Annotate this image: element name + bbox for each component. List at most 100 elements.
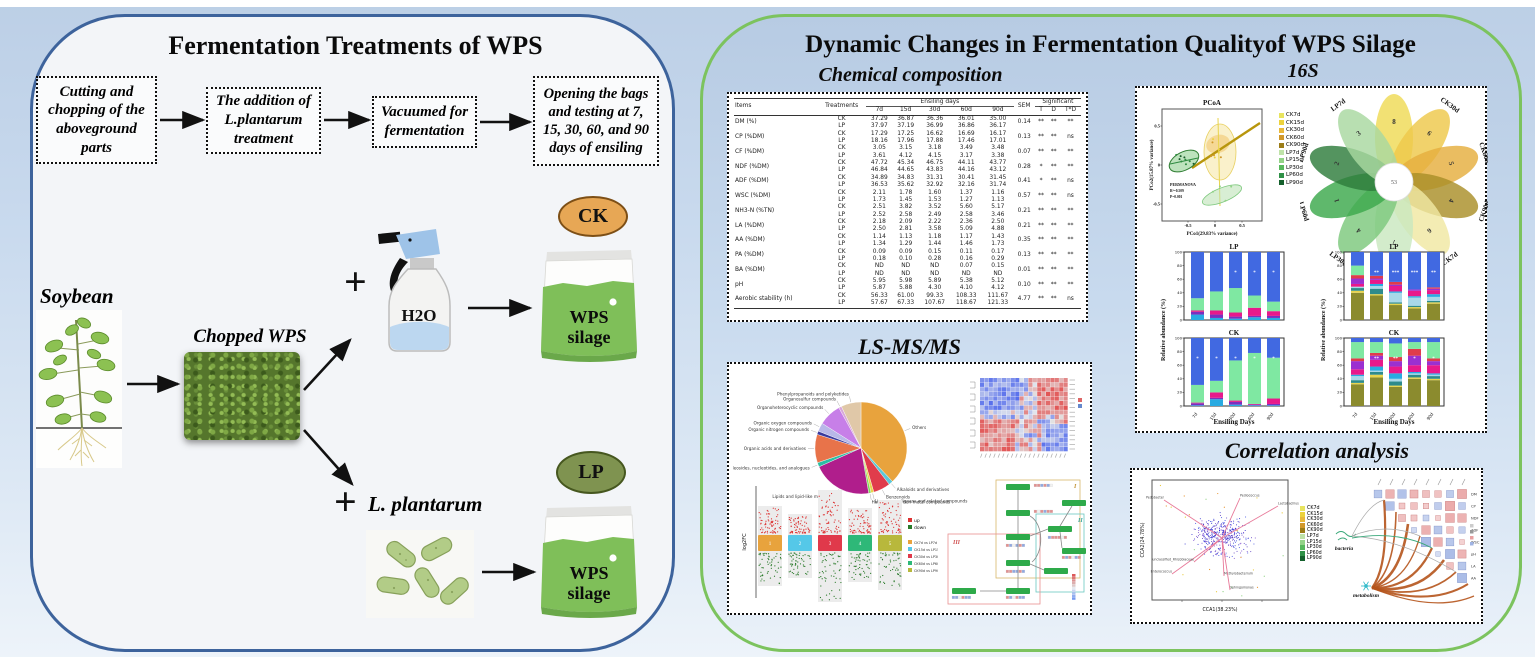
svg-text:6: 6 — [1426, 129, 1434, 138]
legend-item: LP30d — [1300, 545, 1323, 551]
chemical-composition-box: Items Treatments Ensiling days SEM Significa… — [727, 92, 1088, 322]
svg-text:pH: pH — [1471, 553, 1476, 557]
matrix-cell — [1397, 489, 1407, 499]
svg-text:5: 5 — [889, 542, 892, 547]
left-panel-title: Fermentation Treatments of WPS — [168, 31, 543, 60]
legend-item: LP15d — [1279, 157, 1304, 163]
svg-text:6: 6 — [1425, 226, 1433, 235]
legend-item: LP90d — [1300, 556, 1323, 562]
svg-text:CK30d vs LP30d: CK30d vs LP30d — [914, 555, 938, 559]
cca-plot: Pedobacter Pediococcus Lactobacillus Entero… — [1140, 479, 1299, 613]
matrix-cell — [1446, 490, 1454, 498]
svg-text:*: * — [1234, 357, 1237, 362]
bottle-collar — [410, 258, 434, 269]
matrix-cell — [1423, 503, 1429, 509]
legend-item: LP60d — [1279, 172, 1304, 178]
svg-text:Relative abundance (%): Relative abundance (%) — [1320, 299, 1327, 361]
svg-text:Homogeneous non-metal compound: Homogeneous non-metal compounds — [872, 499, 951, 504]
svg-text:**: ** — [1393, 357, 1399, 362]
matrix-cell — [1421, 537, 1431, 547]
svg-text:PERMANOVA: PERMANOVA — [1170, 182, 1196, 187]
matrix-cell — [1458, 502, 1466, 510]
svg-text:P=0.001: P=0.001 — [1170, 195, 1183, 199]
svg-text:100: 100 — [1175, 335, 1183, 340]
svg-text:0: 0 — [1340, 317, 1343, 322]
soybean-plant-illustration — [36, 310, 122, 468]
svg-text:3: 3 — [1355, 129, 1363, 138]
svg-text:Organosulfur compounds: Organosulfur compounds — [783, 396, 836, 401]
svg-text:80: 80 — [1337, 349, 1342, 354]
wps-silage-bag-lp: WPS silage — [541, 506, 637, 618]
pathway-node — [1006, 534, 1030, 540]
pathway-node — [1062, 548, 1086, 554]
svg-text:Ensiling Days: Ensiling Days — [1213, 418, 1254, 426]
matrix-cell — [1445, 513, 1455, 523]
svg-text:7d: 7d — [1351, 411, 1358, 419]
matrix-cell — [1457, 513, 1467, 523]
section-heading-correlation: Correlation analysis — [1225, 438, 1409, 463]
svg-text:60: 60 — [1177, 363, 1182, 368]
svg-text:60: 60 — [1337, 363, 1342, 368]
svg-text:0: 0 — [1180, 317, 1183, 322]
matrix-cell — [1422, 514, 1430, 522]
legend-item: CK30d — [1300, 517, 1323, 523]
svg-text:Others: Others — [912, 425, 926, 430]
bag-label-silage: silage — [568, 327, 611, 347]
matrix-cell — [1457, 549, 1467, 559]
spray-nozzle — [378, 231, 401, 244]
svg-text:Nucleosides, nucleotides, and: Nucleosides, nucleotides, and analogues — [733, 465, 810, 470]
svg-text:R²=0.509: R²=0.509 — [1170, 189, 1184, 193]
legend-item: LP15d — [1300, 539, 1323, 545]
matrix-cell — [1433, 525, 1443, 535]
metabolite-heatmap — [970, 378, 1082, 458]
flower-venn-diagram: 8CK15d6CK30d5CK60d4CK90d6CK7d7LP15d4LP30… — [1300, 90, 1488, 270]
svg-text:40: 40 — [1337, 376, 1342, 381]
svg-text:I: I — [1073, 484, 1077, 490]
svg-text:LP60d: LP60d — [1300, 201, 1311, 222]
svg-text:Lactobacillus: Lactobacillus — [1278, 502, 1299, 506]
svg-text:**: ** — [1374, 357, 1380, 362]
svg-text:15d: 15d — [1369, 411, 1378, 421]
svg-text:100: 100 — [1335, 335, 1343, 340]
svg-text:Organic acids and derivatives: Organic acids and derivatives — [744, 446, 806, 451]
svg-text:15d: 15d — [1209, 411, 1218, 421]
svg-text:Lipids and lipid-like molecule: Lipids and lipid-like molecules — [772, 494, 835, 499]
svg-text:4: 4 — [1447, 198, 1456, 204]
abundance-bars-left: LP 0 20 40 60 80 100 * * * CK 0 20 40 60 80 100 * * * * * 7d 15… — [1160, 243, 1285, 426]
legend-item: LP90d — [1279, 180, 1304, 186]
svg-text:CK15d: CK15d — [1383, 90, 1405, 91]
matrix-cell — [1421, 525, 1431, 535]
cca-legend: CK7d CK15d CK30d CK60d CK90d LP7d LP15d LP30d LP… — [1300, 506, 1323, 562]
svg-text:20: 20 — [1177, 304, 1182, 309]
legend-item: CK7d — [1300, 506, 1323, 511]
section-heading-lcms: LS-MS/MS — [858, 334, 961, 359]
svg-text:Ensiling Days: Ensiling Days — [1373, 418, 1414, 426]
matrix-cell — [1398, 502, 1406, 510]
svg-text:20: 20 — [1177, 390, 1182, 395]
svg-text:4: 4 — [859, 542, 862, 547]
soybean-leaves — [38, 317, 116, 425]
pcoa-legend: CK7d CK15d CK30d CK60d CK90d LP7d LP15d LP30d LP… — [1279, 112, 1304, 186]
svg-text:7: 7 — [1392, 238, 1396, 246]
svg-text:80: 80 — [1177, 349, 1182, 354]
svg-text:up: up — [914, 519, 920, 524]
svg-text:CK7d vs LP7d: CK7d vs LP7d — [914, 541, 937, 545]
svg-text:CP: CP — [1471, 505, 1477, 509]
svg-text:100: 100 — [1335, 249, 1343, 254]
legend-item: CK90d — [1300, 528, 1323, 534]
flow-step-opening: Opening the bags and testing at 7, 15, 3… — [533, 76, 659, 166]
svg-text:90d: 90d — [1426, 411, 1435, 421]
pie-slice — [818, 447, 869, 495]
pathway-node — [1062, 500, 1086, 506]
svg-text:metabolism: metabolism — [1353, 593, 1380, 599]
matrix-cell — [1457, 573, 1467, 583]
wps-silage-bag-ck: WPS silage — [541, 250, 637, 362]
spray-head — [396, 229, 440, 259]
legend-item: LP30d — [1279, 165, 1304, 171]
svg-text:1: 1 — [1332, 197, 1341, 203]
svg-text:WSC: WSC — [1471, 541, 1480, 545]
svg-text:2: 2 — [1333, 160, 1342, 166]
svg-text:80: 80 — [1177, 263, 1182, 268]
